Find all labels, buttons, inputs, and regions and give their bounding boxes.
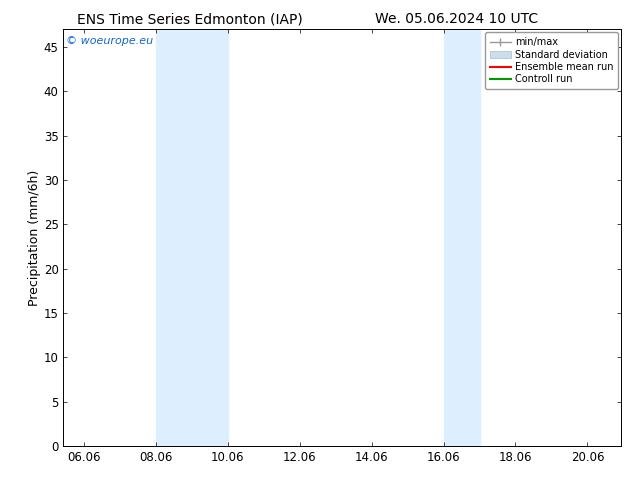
Text: ENS Time Series Edmonton (IAP): ENS Time Series Edmonton (IAP) xyxy=(77,12,303,26)
Text: We. 05.06.2024 10 UTC: We. 05.06.2024 10 UTC xyxy=(375,12,538,26)
Legend: min/max, Standard deviation, Ensemble mean run, Controll run: min/max, Standard deviation, Ensemble me… xyxy=(485,32,618,89)
Y-axis label: Precipitation (mm/6h): Precipitation (mm/6h) xyxy=(28,170,41,306)
Bar xyxy=(444,29,479,446)
Bar xyxy=(155,29,228,446)
Text: © woeurope.eu: © woeurope.eu xyxy=(66,36,153,46)
